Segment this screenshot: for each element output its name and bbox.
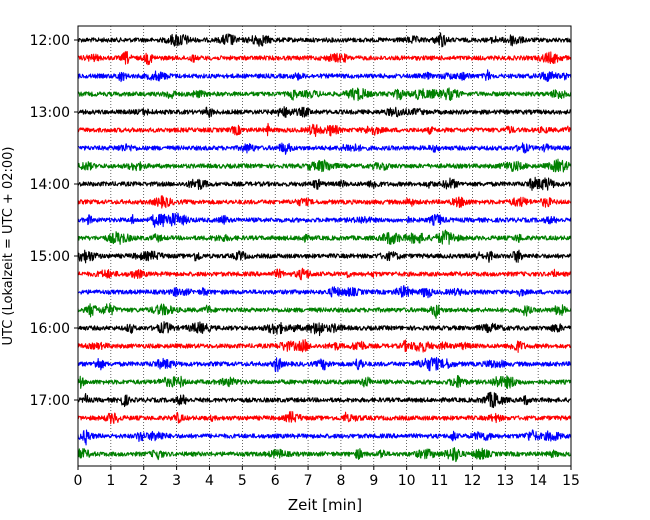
trace-line-1400 — [77, 176, 572, 191]
x-tick-label: 10 — [398, 473, 416, 489]
x-axis-title: Zeit [min] — [288, 496, 362, 514]
y-tick-label: 15:00 — [30, 249, 70, 265]
y-tick-label: 16:00 — [30, 321, 70, 337]
y-tick-label: 13:00 — [30, 105, 70, 121]
trace-line-1745 — [77, 447, 572, 463]
trace-line-1600 — [77, 321, 572, 337]
x-tick-label: 11 — [431, 473, 449, 489]
trace-line-1245 — [77, 87, 572, 102]
x-tick-label: 5 — [238, 473, 247, 489]
trace-line-1645 — [77, 374, 572, 390]
trace-line-1545 — [77, 302, 572, 320]
grid-lines — [110, 26, 539, 466]
y-axis: 12:00 13:00 14:00 15:00 16:00 17:00 — [30, 33, 78, 409]
trace-line-1515 — [77, 267, 572, 281]
trace-line-1500 — [77, 249, 572, 264]
x-tick-label: 3 — [172, 473, 181, 489]
y-tick-label: 14:00 — [30, 177, 70, 193]
x-tick-label: 4 — [205, 473, 214, 489]
trace-group — [77, 32, 572, 463]
y-tick-label: 12:00 — [30, 33, 70, 49]
trace-line-1715 — [77, 410, 572, 425]
x-tick-label: 8 — [336, 473, 345, 489]
trace-line-1315 — [77, 122, 572, 138]
plot-frame — [77, 25, 572, 467]
trace-line-1430 — [77, 212, 572, 228]
x-tick-label: 0 — [74, 473, 83, 489]
y-tick-label: 17:00 — [30, 393, 70, 409]
trace-line-1700 — [77, 391, 572, 409]
x-tick-label: 7 — [304, 473, 313, 489]
trace-line-1345 — [77, 158, 572, 173]
x-axis: 0 1 2 3 4 5 6 7 8 9 10 11 12 13 14 15 — [74, 466, 580, 489]
x-tick-label: 9 — [369, 473, 378, 489]
x-tick-label: 15 — [562, 473, 580, 489]
trace-line-1215 — [77, 50, 572, 66]
y-axis-title: UTC (Lokalzeit = UTC + 02:00) — [1, 147, 16, 346]
trace-line-1530 — [77, 285, 572, 299]
trace-line-1630 — [77, 356, 572, 373]
trace-line-1445 — [77, 229, 572, 245]
trace-line-1200 — [77, 32, 572, 48]
x-tick-label: 12 — [463, 473, 481, 489]
trace-line-1730 — [77, 429, 572, 446]
trace-line-1415 — [77, 195, 572, 209]
x-tick-label: 13 — [496, 473, 514, 489]
trace-line-1230 — [77, 69, 572, 83]
x-tick-label: 2 — [139, 473, 148, 489]
trace-line-1615 — [77, 339, 572, 353]
x-tick-label: 14 — [529, 473, 547, 489]
x-tick-label: 1 — [106, 473, 115, 489]
trace-line-1330 — [77, 142, 572, 155]
trace-line-1300 — [77, 106, 572, 119]
x-tick-label: 6 — [271, 473, 280, 489]
